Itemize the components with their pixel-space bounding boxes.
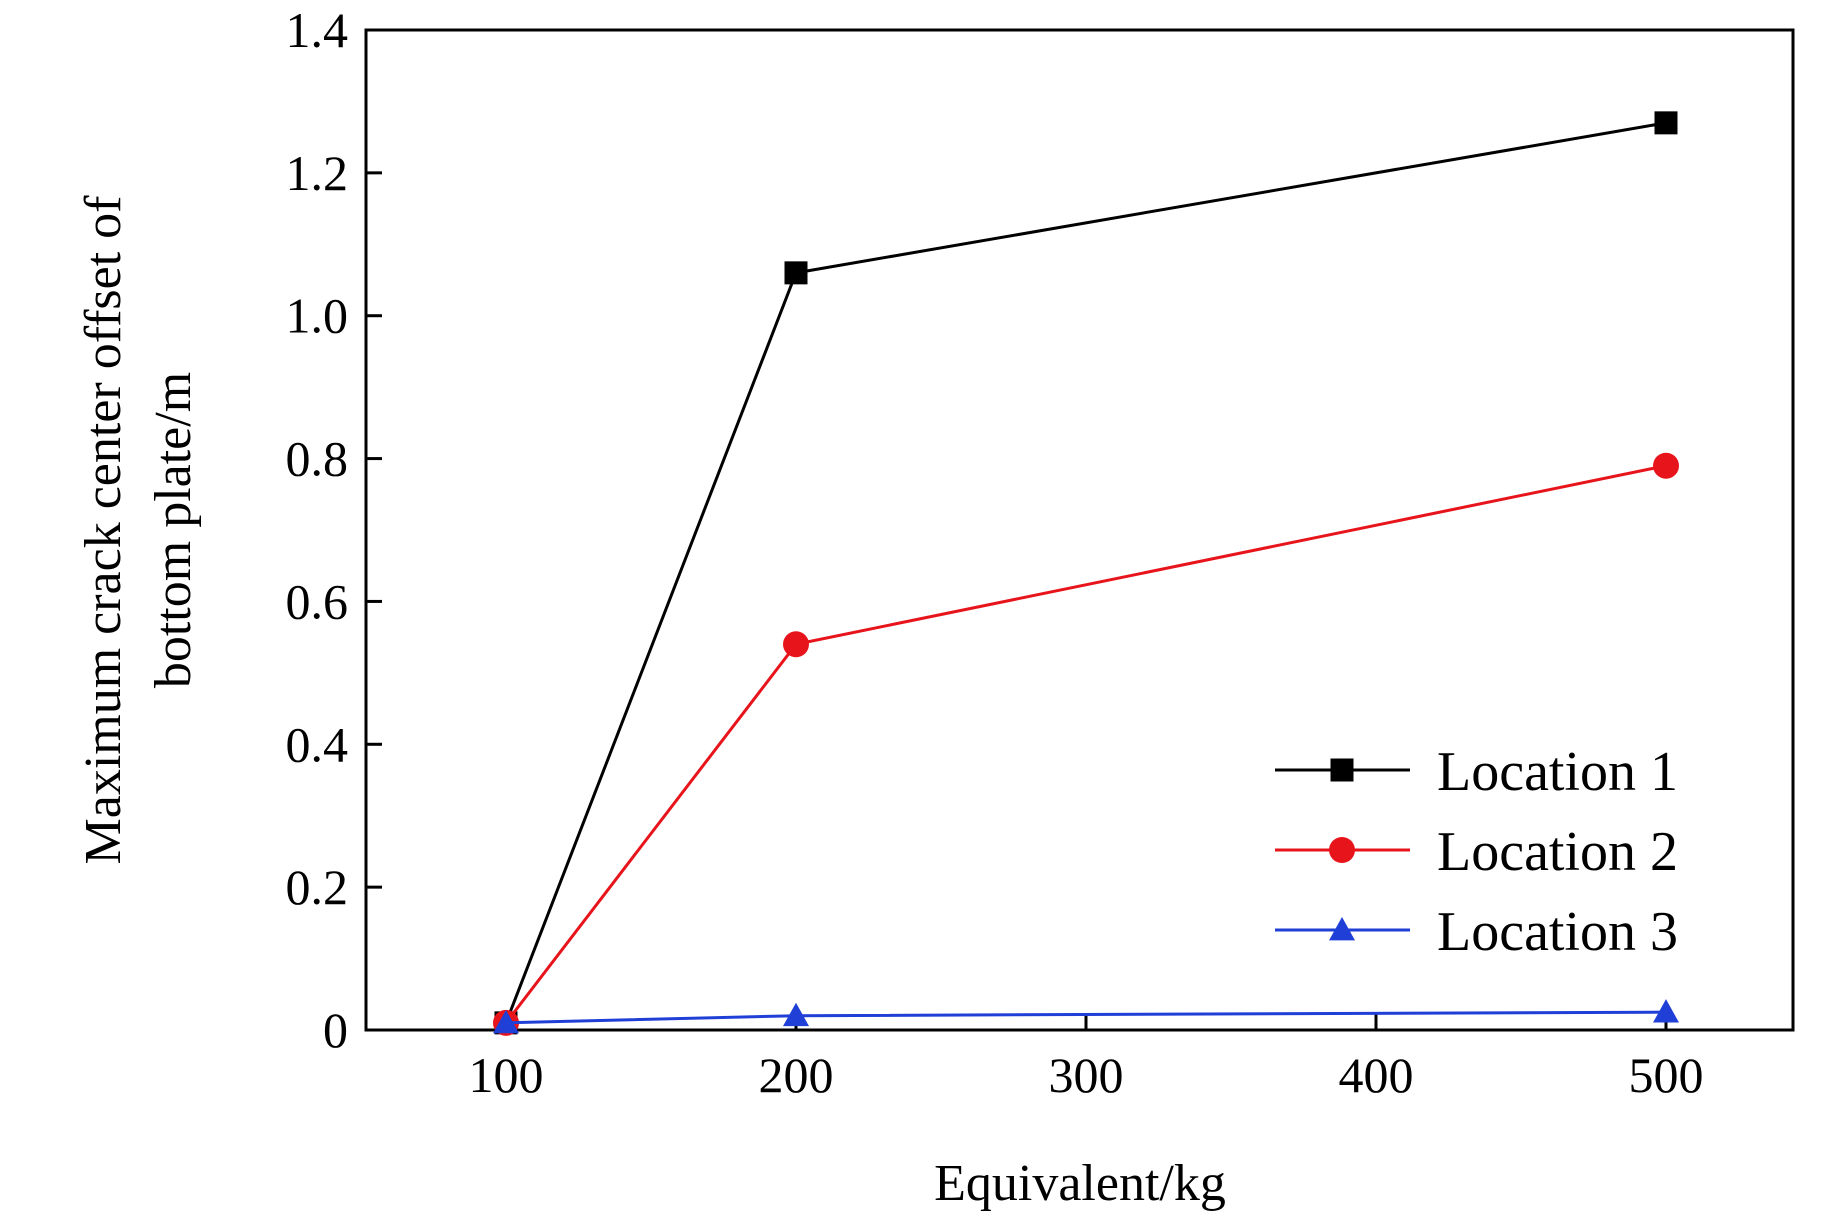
y-tick-label: 0.4 xyxy=(286,716,349,772)
series-2 xyxy=(493,452,1679,1036)
series-2-point xyxy=(783,631,809,658)
legend-marker xyxy=(1329,917,1355,941)
y-tick-label: 1.0 xyxy=(286,288,349,344)
series-1-point xyxy=(1654,111,1678,135)
series-1 xyxy=(494,111,1678,1035)
legend-label: Location 3 xyxy=(1437,901,1678,963)
y-axis: 0 0.2 0.4 0.6 0.8 1.0 1.2 1.4 xyxy=(286,2,382,1058)
y-axis-title: Maximum crack center offset of bottom pl… xyxy=(75,195,202,865)
x-tick-label: 400 xyxy=(1339,1047,1414,1103)
series-1-point xyxy=(784,261,808,285)
series-3-point xyxy=(1653,999,1679,1023)
legend-label: Location 1 xyxy=(1437,741,1678,803)
x-tick-label: 300 xyxy=(1049,1047,1124,1103)
y-axis-title-line-2: bottom plate/m xyxy=(145,372,202,688)
series-2-point xyxy=(1653,452,1679,479)
x-tick-label: 500 xyxy=(1629,1047,1704,1103)
x-tick-label: 200 xyxy=(759,1047,834,1103)
x-axis: 100 200 300 400 500 xyxy=(469,1014,1704,1103)
y-tick-label: 0.8 xyxy=(286,431,349,487)
series-3-point xyxy=(493,1009,519,1034)
y-tick-label: 0.2 xyxy=(286,859,349,915)
legend-item-3: Location 3 xyxy=(1275,901,1678,963)
x-axis-title: Equivalent/kg xyxy=(934,1155,1226,1212)
y-tick-label: 1.2 xyxy=(286,145,349,201)
series-1-line xyxy=(504,121,1667,1024)
legend-item-1: Location 1 xyxy=(1275,741,1678,803)
y-tick-label: 1.4 xyxy=(286,2,349,58)
series-3 xyxy=(493,999,1679,1034)
y-tick-label: 0 xyxy=(323,1002,348,1058)
plot-frame xyxy=(364,28,1795,1032)
legend-label: Location 2 xyxy=(1437,821,1678,883)
x-tick-label: 100 xyxy=(469,1047,544,1103)
y-tick-label: 0.6 xyxy=(286,573,349,629)
y-axis-title-line-1: Maximum crack center offset of xyxy=(75,195,132,865)
legend: Location 1 Location 2 Location 3 xyxy=(1275,741,1678,963)
legend-marker xyxy=(1330,758,1354,782)
legend-marker xyxy=(1329,837,1355,863)
series-layer xyxy=(493,111,1679,1036)
series-3-point xyxy=(783,1002,809,1027)
legend-item-2: Location 2 xyxy=(1275,821,1678,883)
